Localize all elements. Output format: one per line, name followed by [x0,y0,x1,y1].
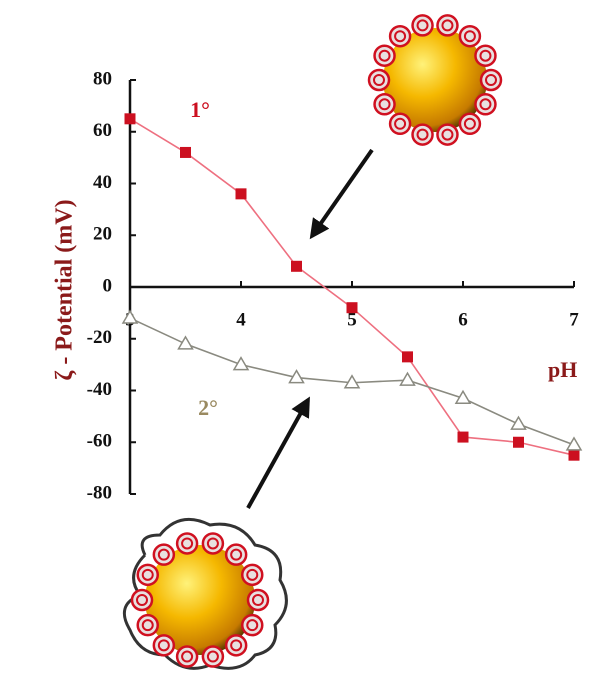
page: {"chart_data": {"type": "line", "y_label… [0,0,596,696]
ligand [475,46,495,66]
arrow [312,150,372,236]
particle [124,519,286,668]
marker [180,147,191,158]
series-label: 2° [198,395,218,420]
marker [347,302,358,313]
ligand [375,46,395,66]
y-tick-label: 80 [93,68,112,89]
y-tick-label: -40 [87,379,112,400]
arrow [248,400,308,508]
ligand [413,15,433,35]
ligand [460,26,480,46]
x-axis-label: pH [548,357,577,382]
marker [402,351,413,362]
ligand [226,635,246,655]
ligand [390,114,410,134]
ligand [138,615,158,635]
ligand [390,26,410,46]
ligand [132,590,152,610]
ligand [177,647,197,667]
marker [236,188,247,199]
particle [369,15,501,144]
ligand [413,125,433,145]
ligand [481,70,501,90]
y-tick-label: 60 [93,120,112,141]
ligand [203,647,223,667]
x-tick-label: 7 [569,309,579,330]
marker [458,432,469,443]
y-axis-label: ζ - Potential (mV) [52,199,78,380]
ligand [138,565,158,585]
marker [512,417,526,429]
marker [179,337,193,349]
ligand [375,94,395,114]
y-tick-label: -20 [87,327,112,348]
marker [569,450,580,461]
x-tick-label: 4 [236,309,246,330]
y-tick-label: 20 [93,224,112,245]
ligand [203,533,223,553]
ligand [154,635,174,655]
ligand [242,615,262,635]
ligand [369,70,389,90]
y-tick-label: -60 [87,431,112,452]
ligand [475,94,495,114]
ligand [226,545,246,565]
ligand [242,565,262,585]
chart: ζ - Potential (mV) pH 80 60 40 20 0 -20 -40 -60… [0,0,596,696]
ligand [437,125,457,145]
y-tick-label: -80 [87,482,112,503]
ligand [248,590,268,610]
series-label: 1° [190,97,210,122]
y-tick-label: 0 [103,275,113,296]
ligand [154,545,174,565]
ligand [437,15,457,35]
y-tick-label: 40 [93,172,112,193]
marker [125,113,136,124]
marker [513,437,524,448]
ligand [460,114,480,134]
ligand [177,533,197,553]
marker [401,373,415,385]
x-tick-label: 6 [458,309,468,330]
marker [291,261,302,272]
